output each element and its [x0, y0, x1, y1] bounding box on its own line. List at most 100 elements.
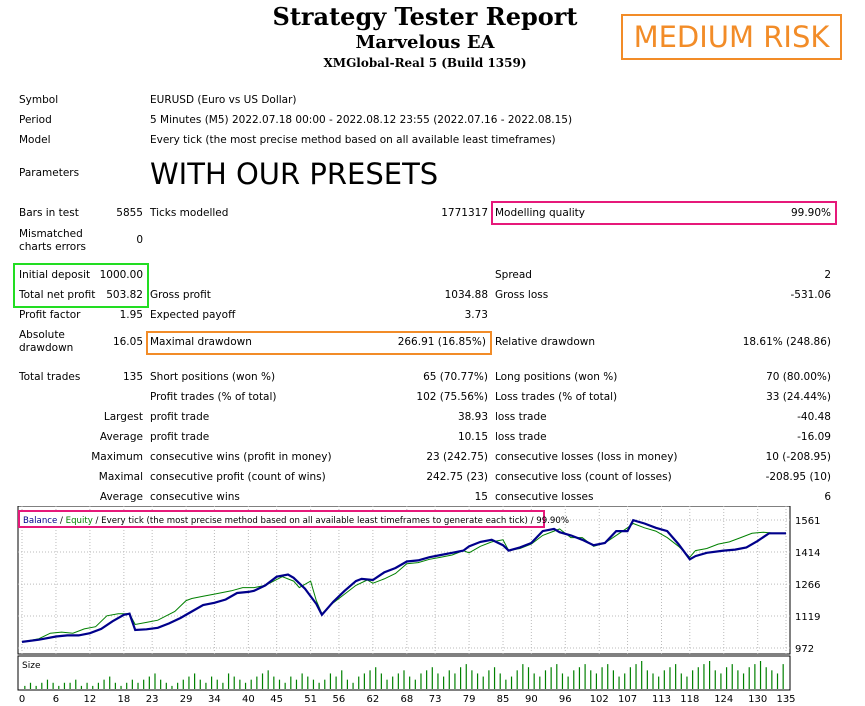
- x-tick-label: 29: [180, 694, 193, 705]
- x-tick-label: 34: [208, 694, 221, 705]
- average-profit-label: profit trade: [150, 431, 210, 443]
- x-tick-label: 90: [525, 694, 538, 705]
- model-value: Every tick (the most precise method base…: [150, 134, 556, 146]
- x-tick-label: 6: [53, 694, 59, 705]
- main-plot-frame: [17, 506, 791, 655]
- total-trades-label: Total trades: [19, 371, 81, 383]
- short-positions-label: Short positions (won %): [150, 371, 276, 383]
- largest-profit-label: profit trade: [150, 411, 210, 423]
- parameters-label: Parameters: [19, 167, 80, 179]
- short-positions-value: 65 (70.77%): [423, 371, 488, 383]
- x-tick-label: 0: [19, 694, 25, 705]
- chart-legend-highlight: [18, 510, 545, 528]
- profit-factor-value: 1.95: [119, 309, 143, 321]
- maximal-consec-profit-label: consecutive profit (count of wins): [150, 471, 326, 483]
- x-tick-label: 118: [680, 694, 699, 705]
- long-positions-value: 70 (80.00%): [766, 371, 831, 383]
- model-label: Model: [19, 134, 51, 146]
- abs-drawdown-label-2: drawdown: [19, 342, 74, 354]
- rel-drawdown-value: 18.61% (248.86): [742, 336, 831, 348]
- legend-quality: 99.90%: [536, 516, 569, 526]
- initial-deposit-value: 1000.00: [99, 269, 143, 281]
- x-tick-label: 107: [618, 694, 637, 705]
- y-tick-label: 1119: [795, 612, 820, 623]
- average-loss-value: -16.09: [797, 431, 831, 443]
- x-tick-labels: 0 6 12 18 23 29 34 40 45 51 56 62 68 73 79 85 90 96 102 107…: [19, 694, 796, 705]
- maximal-consec-loss-value: -208.95 (10): [765, 471, 831, 483]
- quality-highlight: [491, 201, 837, 225]
- gross-loss-label: Gross loss: [495, 289, 549, 301]
- period-value: 5 Minutes (M5) 2022.07.18 00:00 - 2022.0…: [150, 114, 573, 126]
- grid-lines: [18, 506, 790, 654]
- size-label: Size: [22, 661, 41, 671]
- spread-value: 2: [824, 269, 831, 281]
- abs-drawdown-value: 16.05: [112, 336, 143, 348]
- maximum-label: Maximum: [91, 451, 143, 463]
- chart-legend: Balance / Equity / Every tick (the most …: [23, 516, 569, 526]
- gross-profit-value: 1034.88: [444, 289, 488, 301]
- average-label: Average: [99, 431, 143, 443]
- y-tick-label: 1266: [795, 580, 820, 591]
- maximal-consec-profit-value: 242.75 (23): [426, 471, 488, 483]
- report-title: Strategy Tester Report: [272, 2, 578, 31]
- x-tick-label: 79: [463, 694, 476, 705]
- expected-payoff-value: 3.73: [464, 309, 488, 321]
- largest-profit-value: 38.93: [457, 411, 488, 423]
- rel-drawdown-label: Relative drawdown: [495, 336, 596, 348]
- ticks-label: Ticks modelled: [150, 207, 229, 219]
- maximal-consec-loss-label: consecutive loss (count of losses): [495, 471, 672, 483]
- net-profit-value: 503.82: [106, 289, 143, 301]
- legend-equity: Equity: [66, 516, 93, 526]
- x-tick-label: 96: [559, 694, 572, 705]
- largest-loss-value: -40.48: [797, 411, 831, 423]
- max-drawdown-label: Maximal drawdown: [150, 336, 252, 348]
- x-tick-label: 124: [714, 694, 733, 705]
- x-tick-label: 45: [270, 694, 283, 705]
- bars-value: 5855: [116, 207, 143, 219]
- x-tick-label: 56: [333, 694, 346, 705]
- quality-value: 99.90%: [790, 207, 831, 219]
- avg-consec-losses-value: 6: [824, 491, 831, 503]
- bars-label: Bars in test: [19, 207, 79, 219]
- symbol-label: Symbol: [19, 94, 59, 106]
- y-tick-labels: 1561 1414 1266 1119 972: [795, 516, 820, 655]
- x-tick-label: 102: [590, 694, 609, 705]
- size-bars: [24, 661, 784, 689]
- spread-label: Spread: [495, 269, 532, 281]
- loss-trades-label: Loss trades (% of total): [495, 391, 618, 403]
- abs-drawdown-label-1: Absolute: [19, 329, 65, 341]
- legend-description: / Every tick (the most precise method ba…: [93, 516, 536, 526]
- max-consec-losses-value: 10 (-208.95): [765, 451, 831, 463]
- avg-consec-wins-label: consecutive wins: [150, 491, 240, 503]
- average2-label: Average: [99, 491, 143, 503]
- avg-consec-losses-label: consecutive losses: [495, 491, 594, 503]
- y-tick-label: 1561: [795, 516, 820, 527]
- x-tick-label: 85: [497, 694, 510, 705]
- balance-equity-chart: 1561 1414 1266 1119 972 0 6 12 18 23 29 34 40 45 51 56…: [17, 506, 820, 705]
- quality-label: Modelling quality: [495, 207, 585, 219]
- risk-badge: MEDIUM RISK: [621, 14, 842, 60]
- initial-deposit-label: Initial deposit: [19, 269, 91, 281]
- gross-profit-label: Gross profit: [150, 289, 211, 301]
- maximal-label: Maximal: [98, 471, 143, 483]
- presets-note: WITH OUR PRESETS: [150, 157, 439, 191]
- y-tick-label: 1414: [795, 548, 820, 559]
- total-trades-value: 135: [122, 371, 143, 383]
- mismatched-label-2: charts errors: [19, 241, 86, 253]
- balance-line: [21, 518, 786, 643]
- x-tick-label: 135: [776, 694, 795, 705]
- max-consec-wins-label: consecutive wins (profit in money): [150, 451, 332, 463]
- x-tick-label: 51: [304, 694, 317, 705]
- average-profit-value: 10.15: [457, 431, 488, 443]
- loss-trades-value: 33 (24.44%): [766, 391, 831, 403]
- profit-factor-label: Profit factor: [19, 309, 81, 321]
- x-tick-label: 40: [242, 694, 255, 705]
- max-drawdown-highlight: [146, 331, 492, 355]
- x-tick-label: 18: [117, 694, 130, 705]
- x-tick-label: 23: [146, 694, 159, 705]
- net-profit-label: Total net profit: [19, 289, 96, 301]
- x-tick-label: 12: [84, 694, 97, 705]
- ticks-value: 1771317: [441, 207, 488, 219]
- symbol-value: EURUSD (Euro vs US Dollar): [150, 94, 297, 106]
- server-build: XMGlobal-Real 5 (Build 1359): [323, 56, 527, 70]
